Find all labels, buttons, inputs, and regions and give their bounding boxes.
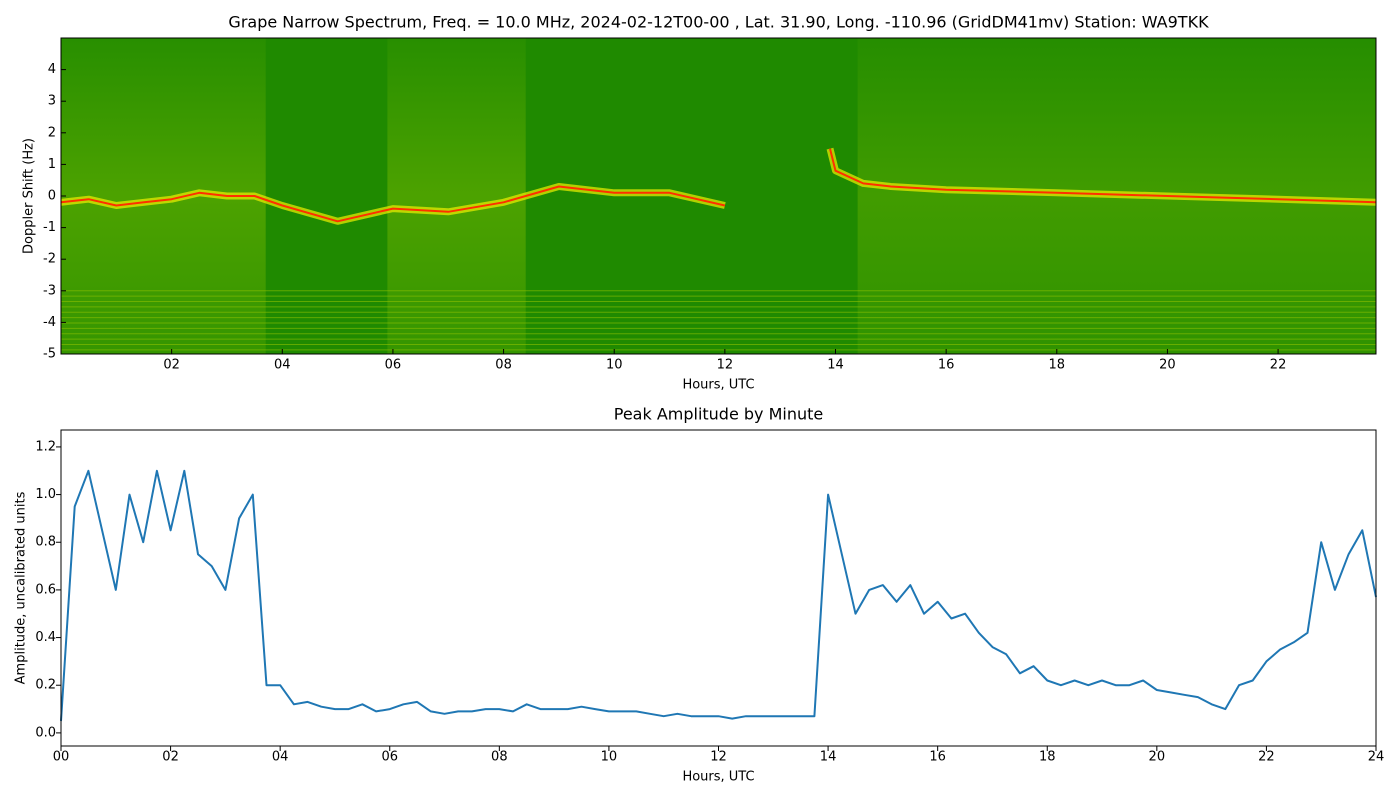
y-tick-label: 2 [48,125,56,140]
x-tick-label: 24 [1368,750,1385,765]
axes-frame [60,429,1377,747]
x-tick-label: 08 [491,750,508,765]
x-tick-label: 16 [929,750,946,765]
x-tick-label: 04 [274,358,291,373]
x-tick-label: 06 [385,358,402,373]
chart-title: Peak Amplitude by Minute [614,405,824,424]
x-tick-label: 10 [606,358,623,373]
chart-title: Grape Narrow Spectrum, Freq. = 10.0 MHz,… [228,13,1209,32]
x-tick-label: 02 [163,358,180,373]
y-tick-label: 0.8 [35,535,56,550]
y-tick-label: -2 [43,252,56,267]
doppler-trace [60,185,726,223]
x-tick-label: 14 [827,358,844,373]
x-tick-label: 22 [1258,750,1275,765]
y-axis-label: Doppler Shift (Hz) [22,138,37,254]
y-tick-label: -1 [43,220,56,235]
x-tick-label: 12 [710,750,727,765]
y-tick-label: -5 [43,347,56,362]
y-tick-label: 0.2 [35,678,56,693]
y-tick-label: 0.0 [35,725,56,740]
x-axis-label: Hours, UTC [682,378,754,393]
x-tick-label: 02 [162,750,179,765]
x-tick-label: 20 [1149,750,1166,765]
y-tick-label: 0.6 [35,582,56,597]
x-tick-label: 10 [601,750,618,765]
y-axis-label: Amplitude, uncalibrated units [14,491,29,684]
y-tick-label: -3 [43,283,56,298]
x-tick-label: 00 [53,750,70,765]
x-tick-label: 22 [1270,358,1287,373]
x-tick-label: 20 [1159,358,1176,373]
x-axis-label: Hours, UTC [682,770,754,785]
y-tick-label: 3 [48,94,56,109]
x-tick-label: 18 [1049,358,1066,373]
y-tick-label: 0 [48,189,56,204]
y-tick-label: 1.0 [35,487,56,502]
y-tick-label: 0.4 [35,630,56,645]
y-tick-label: -4 [43,315,56,330]
x-tick-label: 06 [381,750,398,765]
y-tick-label: 1 [48,157,56,172]
doppler-trace [829,148,1377,204]
x-tick-label: 16 [938,358,955,373]
amplitude-line [60,469,1377,722]
x-tick-label: 12 [717,358,734,373]
y-tick-label: 4 [48,62,56,77]
x-tick-label: 04 [272,750,289,765]
x-tick-label: 08 [495,358,512,373]
x-tick-label: 18 [1039,750,1056,765]
x-tick-label: 14 [820,750,837,765]
y-tick-label: 1.2 [35,439,56,454]
